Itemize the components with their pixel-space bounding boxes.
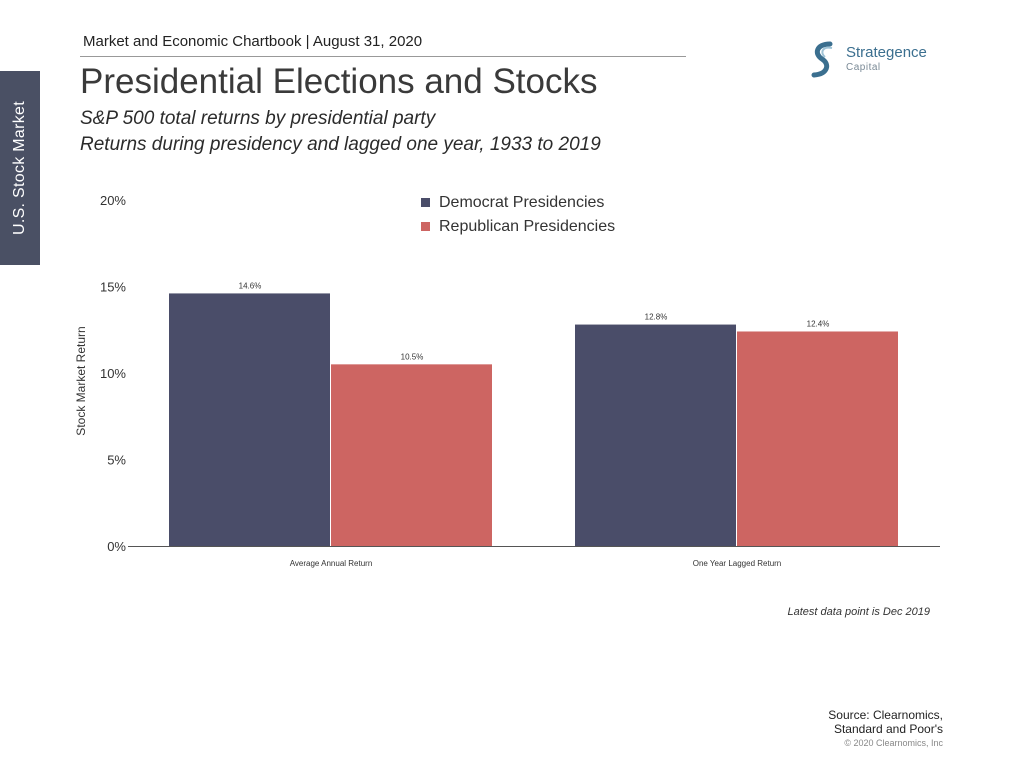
source-line-2: Standard and Poor's xyxy=(833,722,943,736)
logo-s-icon xyxy=(811,41,833,78)
page-title: Presidential Elections and Stocks xyxy=(80,62,598,101)
copyright-text: © 2020 Clearnomics, Inc xyxy=(844,738,943,748)
legend-swatch xyxy=(421,222,430,231)
legend-label: Republican Presidencies xyxy=(439,218,615,235)
y-tick-label: 10% xyxy=(100,366,126,381)
y-axis-label: Stock Market Return xyxy=(74,326,88,435)
side-section-tab: U.S. Stock Market xyxy=(0,71,40,265)
legend-swatch xyxy=(421,198,430,207)
y-tick-label: 0% xyxy=(107,539,126,554)
bar-value-label: 10.5% xyxy=(401,352,424,361)
y-tick-label: 20% xyxy=(100,193,126,208)
y-tick-label: 15% xyxy=(100,280,126,295)
bar xyxy=(169,293,330,546)
bar-value-label: 14.6% xyxy=(239,281,262,290)
bar xyxy=(575,324,736,546)
source-line-1: Source: Clearnomics, xyxy=(828,708,943,722)
source-text: Source: Clearnomics, Standard and Poor's xyxy=(760,708,943,736)
data-note: Latest data point is Dec 2019 xyxy=(787,606,930,618)
logo-name: Strategence xyxy=(846,44,927,61)
bar-value-label: 12.8% xyxy=(645,313,668,322)
header-divider xyxy=(80,56,686,57)
y-tick-label: 5% xyxy=(107,453,126,468)
chartbook-header: Market and Economic Chartbook | August 3… xyxy=(83,33,423,50)
bar xyxy=(737,331,898,546)
x-tick-label: Average Annual Return xyxy=(290,559,373,568)
bar xyxy=(331,364,492,546)
subtitle-line-1: S&P 500 total returns by presidential pa… xyxy=(80,108,436,129)
subtitle-line-2: Returns during presidency and lagged one… xyxy=(80,134,601,155)
x-tick-label: One Year Lagged Return xyxy=(693,559,782,568)
bar-value-label: 12.4% xyxy=(807,319,830,328)
logo-subtitle: Capital xyxy=(846,62,881,73)
legend-label: Democrat Presidencies xyxy=(439,194,604,211)
page-subtitle: S&P 500 total returns by presidential pa… xyxy=(80,106,601,158)
company-logo: Strategence Capital xyxy=(808,40,938,80)
